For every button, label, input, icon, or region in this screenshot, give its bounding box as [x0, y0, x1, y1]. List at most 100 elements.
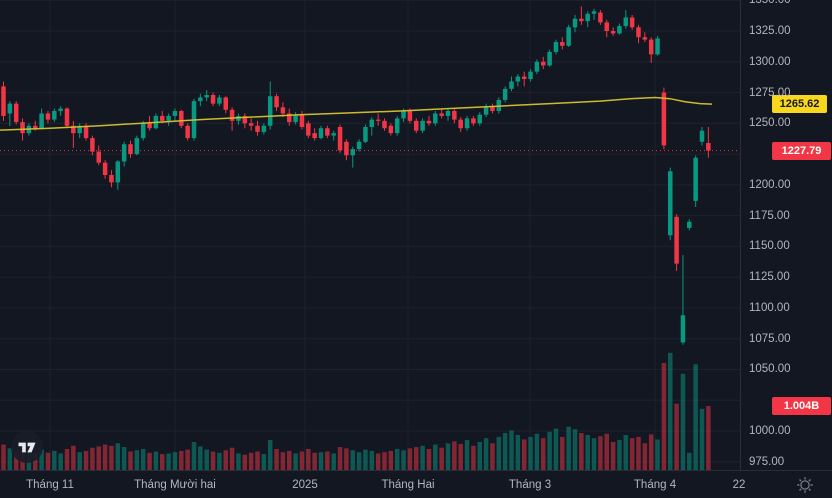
- price-tick-label: 1300.00: [749, 55, 791, 68]
- candle-body: [229, 109, 235, 121]
- volume-bar: [541, 438, 546, 470]
- last-price-badge: 1227.79: [772, 141, 831, 160]
- volume-bar: [223, 450, 228, 470]
- volume-bar: [426, 448, 432, 470]
- candle-body: [255, 125, 260, 132]
- volume-bar: [109, 445, 114, 470]
- candle-body: [566, 27, 571, 46]
- candle-body: [1, 86, 6, 116]
- volume-bar: [204, 449, 209, 470]
- volume-bar: [306, 448, 311, 470]
- volume-bar: [668, 352, 673, 470]
- candle-body: [223, 97, 228, 110]
- volume-bar: [706, 406, 711, 470]
- candle-body: [39, 113, 44, 129]
- price-axis[interactable]: 1265.62 1227.79 1.004B 975.00 1000.00 1050…: [740, 0, 832, 470]
- price-tick-label: 1125.00: [749, 271, 790, 284]
- volume-bar: [661, 362, 667, 470]
- candle-body: [140, 123, 146, 139]
- chart-canvas[interactable]: [0, 0, 740, 470]
- price-tick-label: 1100.00: [749, 301, 790, 314]
- volume-bar: [642, 443, 648, 470]
- volume-bar: [217, 452, 222, 470]
- volume-bar: [452, 441, 457, 470]
- volume-bar: [655, 439, 660, 470]
- candle-body: [452, 111, 457, 120]
- volume-bar: [560, 436, 565, 470]
- time-axis-label: 22: [732, 479, 746, 491]
- volume-bar: [610, 441, 616, 470]
- volume-bar: [382, 452, 387, 470]
- volume-bar: [414, 447, 419, 470]
- volume-bar: [375, 453, 381, 470]
- volume-bar: [547, 431, 552, 470]
- volume-bar: [693, 364, 698, 470]
- volume-bar: [191, 441, 197, 470]
- volume-bar: [598, 436, 603, 470]
- candle-body: [369, 119, 375, 127]
- candle-body: [629, 17, 635, 28]
- candlestick-chart[interactable]: [0, 0, 740, 470]
- candle-body: [64, 108, 70, 126]
- volume-bar: [185, 449, 190, 470]
- candle-body: [439, 113, 444, 116]
- price-tick-label: 1175.00: [749, 209, 790, 222]
- volume-bar: [179, 450, 184, 470]
- price-tick-label: 1250.00: [749, 117, 791, 130]
- volume-bar: [33, 454, 38, 470]
- price-tick-label: 1075.00: [749, 332, 791, 345]
- volume-bar: [140, 448, 146, 470]
- volume-bar: [502, 433, 508, 470]
- volume-bar: [77, 452, 82, 470]
- candle-body: [134, 138, 140, 155]
- time-axis-label: Tháng Hai: [381, 479, 435, 491]
- candle-body: [668, 171, 673, 236]
- volume-bar: [572, 429, 578, 470]
- candle-body: [204, 95, 209, 98]
- volume-bar: [699, 408, 705, 470]
- candle-body: [350, 149, 355, 156]
- tradingview-logo[interactable]: [11, 431, 43, 463]
- candle-body: [179, 111, 184, 126]
- candle-body: [344, 141, 349, 156]
- volume-bar: [617, 440, 622, 470]
- candle-body: [515, 76, 521, 82]
- volume-bar: [490, 443, 495, 470]
- settings-gear-icon[interactable]: [796, 476, 814, 494]
- price-tick-label: 1325.00: [749, 25, 791, 37]
- candle-body: [52, 111, 57, 120]
- candle-body: [414, 120, 419, 131]
- candle-body: [617, 26, 622, 34]
- time-axis[interactable]: Tháng 11 Tháng Mười hai 2025 Tháng Hai Tháng…: [0, 470, 832, 498]
- candle-body: [623, 17, 629, 27]
- candle-body: [553, 42, 559, 52]
- candle-body: [471, 118, 476, 124]
- volume-bar: [483, 438, 489, 470]
- volume-bar: [312, 452, 317, 470]
- volume-bar: [153, 451, 159, 470]
- candle-body: [655, 38, 660, 55]
- volume-bar: [242, 454, 248, 470]
- volume-bar: [579, 433, 584, 470]
- volume-bar: [534, 433, 540, 470]
- candle-body: [293, 114, 298, 123]
- candle-body: [375, 119, 381, 121]
- candle-body: [477, 114, 482, 124]
- volume-bar: [52, 450, 57, 470]
- candle-body: [306, 123, 311, 136]
- candle-body: [706, 143, 711, 151]
- candle-body: [610, 31, 616, 34]
- candle-body: [337, 127, 343, 151]
- time-axis-label: Tháng 11: [26, 479, 74, 491]
- candle-body: [661, 92, 667, 146]
- candle-body: [547, 51, 552, 66]
- candle-body: [267, 96, 273, 126]
- candle-body: [331, 133, 336, 136]
- volume-bar: [58, 453, 63, 470]
- volume-bar: [420, 445, 425, 470]
- volume-value-badge: 1.004B: [772, 397, 831, 415]
- volume-bar: [13, 450, 19, 470]
- candle-body: [166, 115, 171, 121]
- candle-body: [13, 103, 19, 123]
